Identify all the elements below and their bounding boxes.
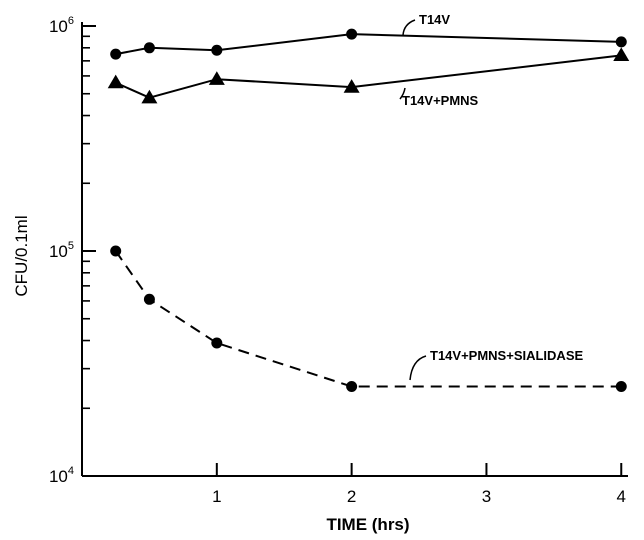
data-point (615, 380, 627, 392)
y-tick-label: 105 (49, 240, 74, 261)
data-point (211, 44, 223, 56)
data-point (346, 380, 358, 392)
data-point (211, 337, 223, 349)
data-point (110, 245, 122, 257)
annotation-pointer-0 (402, 19, 416, 36)
labels-layer: CFU/0.1ml TIME (hrs) T14V T14V+PMNS T14V… (12, 12, 583, 534)
series-annotation-t14v: T14V (419, 12, 450, 27)
x-tick-label: 3 (482, 487, 491, 506)
x-axis-label: TIME (hrs) (326, 515, 409, 534)
series-line-0 (115, 33, 622, 56)
series-annotation-t14v-pmns-sialidase: T14V+PMNS+SIALIDASE (430, 348, 583, 363)
data-point (143, 42, 155, 54)
data-point (141, 89, 158, 104)
x-tick-label: 4 (617, 487, 626, 506)
y-tick-label: 106 (49, 15, 74, 36)
data-point (208, 71, 225, 85)
data-point (615, 36, 627, 48)
y-tick-label: 104 (49, 465, 74, 486)
series-line-2 (114, 250, 622, 388)
x-tick-label: 2 (347, 487, 356, 506)
annotation-pointer-1 (399, 87, 406, 100)
series-line-1 (115, 54, 622, 99)
y-axis-label: CFU/0.1ml (12, 215, 31, 296)
data-point (110, 48, 122, 60)
data-point (346, 28, 358, 40)
series-layer (107, 28, 630, 392)
data-point (107, 74, 124, 89)
data-point (343, 79, 360, 93)
data-point (613, 47, 630, 62)
axes: 104 105 106 1 2 3 4 (49, 15, 628, 506)
x-tick-label: 1 (212, 487, 221, 506)
data-point (143, 293, 155, 305)
annotation-pointer-2 (409, 355, 427, 381)
series-annotation-t14v-pmns: T14V+PMNS (402, 93, 479, 108)
annotation-pointers (399, 19, 427, 381)
